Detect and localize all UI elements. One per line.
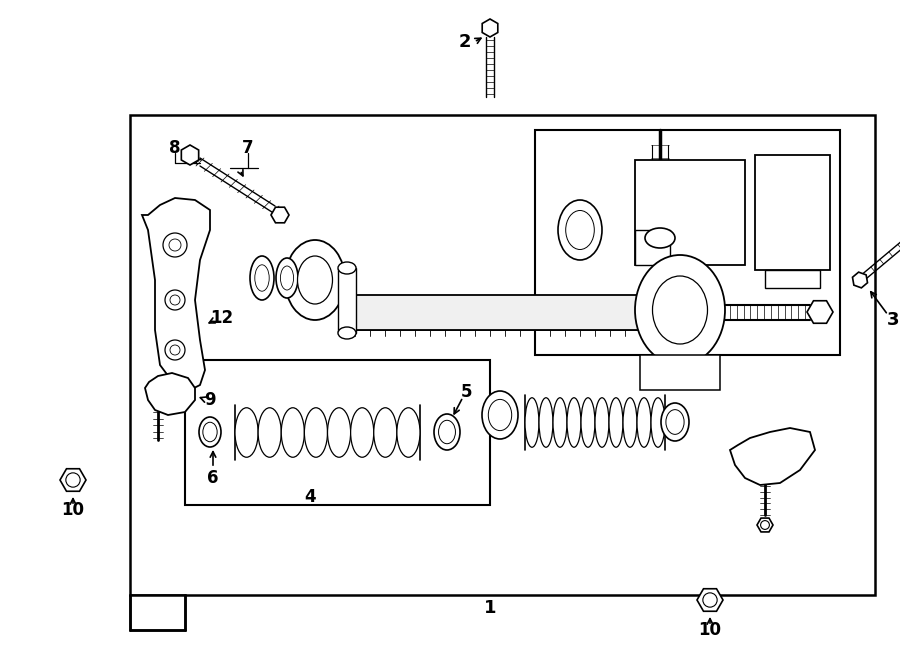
- Text: 10: 10: [698, 621, 722, 639]
- Bar: [535, 130, 840, 355]
- Polygon shape: [482, 19, 498, 37]
- Text: 5: 5: [461, 383, 472, 401]
- Ellipse shape: [652, 276, 707, 344]
- Text: 1: 1: [484, 599, 496, 617]
- Text: 7: 7: [242, 139, 254, 157]
- Ellipse shape: [281, 266, 293, 290]
- Ellipse shape: [202, 422, 217, 442]
- Ellipse shape: [328, 408, 351, 457]
- Circle shape: [169, 239, 181, 251]
- Ellipse shape: [304, 408, 328, 457]
- Ellipse shape: [595, 398, 609, 448]
- Text: 3: 3: [886, 311, 899, 329]
- Polygon shape: [130, 595, 185, 630]
- Ellipse shape: [651, 398, 665, 448]
- Polygon shape: [60, 469, 86, 491]
- Ellipse shape: [397, 408, 420, 457]
- Ellipse shape: [489, 399, 512, 430]
- Polygon shape: [697, 589, 723, 611]
- Ellipse shape: [558, 200, 602, 260]
- Text: 4: 4: [304, 488, 316, 506]
- Bar: [338, 268, 356, 333]
- Bar: [640, 355, 720, 390]
- Ellipse shape: [374, 408, 397, 457]
- Ellipse shape: [276, 258, 298, 298]
- Polygon shape: [271, 207, 289, 223]
- Text: 10: 10: [61, 501, 85, 519]
- Text: 11: 11: [669, 336, 691, 354]
- Circle shape: [170, 345, 180, 355]
- Text: 8: 8: [169, 139, 181, 157]
- Polygon shape: [730, 428, 815, 485]
- Circle shape: [66, 473, 80, 487]
- Bar: [635, 160, 745, 265]
- Polygon shape: [757, 518, 773, 532]
- Text: 9: 9: [204, 391, 216, 409]
- Bar: [755, 155, 830, 270]
- Ellipse shape: [666, 410, 684, 434]
- Ellipse shape: [199, 417, 221, 447]
- Circle shape: [165, 290, 185, 310]
- Bar: [185, 360, 490, 505]
- Ellipse shape: [338, 262, 356, 274]
- Ellipse shape: [255, 265, 269, 291]
- Polygon shape: [145, 373, 195, 415]
- Polygon shape: [807, 301, 833, 323]
- Ellipse shape: [281, 408, 304, 457]
- Ellipse shape: [539, 398, 553, 448]
- Ellipse shape: [258, 408, 281, 457]
- Ellipse shape: [338, 327, 356, 339]
- Ellipse shape: [581, 398, 595, 448]
- Circle shape: [760, 520, 770, 530]
- Polygon shape: [852, 272, 868, 288]
- Ellipse shape: [351, 408, 374, 457]
- Ellipse shape: [434, 414, 460, 450]
- Ellipse shape: [567, 398, 581, 448]
- Text: 12: 12: [211, 309, 234, 327]
- Polygon shape: [142, 198, 210, 390]
- Bar: [765, 270, 820, 288]
- Circle shape: [170, 295, 180, 305]
- Ellipse shape: [661, 403, 689, 441]
- Ellipse shape: [623, 398, 637, 448]
- Ellipse shape: [438, 420, 455, 444]
- Ellipse shape: [525, 398, 539, 448]
- Ellipse shape: [553, 398, 567, 448]
- Circle shape: [163, 233, 187, 257]
- Bar: [130, 115, 875, 595]
- Text: 2: 2: [459, 33, 472, 51]
- Bar: [350, 295, 720, 330]
- Circle shape: [703, 593, 717, 607]
- Polygon shape: [181, 145, 199, 165]
- Ellipse shape: [635, 255, 725, 365]
- Ellipse shape: [637, 398, 651, 448]
- Ellipse shape: [285, 240, 345, 320]
- Ellipse shape: [482, 391, 518, 439]
- Ellipse shape: [645, 228, 675, 248]
- Ellipse shape: [298, 256, 332, 304]
- Ellipse shape: [566, 211, 594, 250]
- Ellipse shape: [609, 398, 623, 448]
- Bar: [635, 230, 670, 265]
- Ellipse shape: [250, 256, 274, 300]
- Circle shape: [165, 340, 185, 360]
- Ellipse shape: [235, 408, 258, 457]
- Text: 6: 6: [207, 469, 219, 487]
